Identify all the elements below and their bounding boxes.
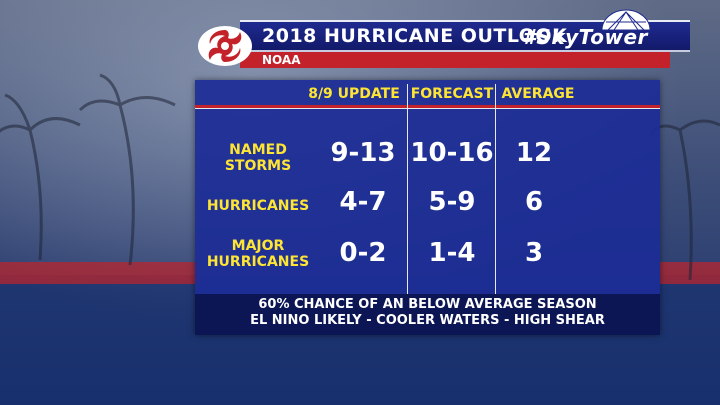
outlook-panel	[195, 80, 660, 335]
row-label-line: NAMED	[229, 142, 287, 158]
footer-line-factors: EL NINO LIKELY - COOLER WATERS - HIGH SH…	[250, 313, 605, 328]
hurricane-logo-icon	[198, 26, 252, 66]
row-label-line: STORMS	[224, 158, 292, 174]
row-label-line: HURRICANES	[206, 254, 310, 270]
cell-update: 9-13	[330, 138, 396, 168]
cell-forecast: 5-9	[428, 187, 476, 217]
column-header-forecast: FORECAST	[410, 86, 494, 102]
cell-update: 4-7	[339, 187, 387, 217]
cell-forecast: 1-4	[428, 238, 476, 268]
row-label-line: MAJOR	[231, 238, 285, 254]
source-label: NOAA	[262, 53, 301, 67]
cell-update: 0-2	[339, 238, 387, 268]
column-divider	[407, 84, 408, 294]
column-header-update: 8/9 UPDATE	[308, 86, 400, 102]
footer-bar	[195, 294, 660, 335]
footer-line-chance: 60% CHANCE OF AN BELOW AVERAGE SEASON	[258, 297, 597, 312]
skytower-dome-icon	[601, 9, 651, 31]
cell-average: 12	[515, 138, 553, 168]
header-divider-white	[195, 108, 660, 109]
cell-average: 3	[524, 238, 544, 268]
column-header-average: AVERAGE	[501, 86, 575, 102]
column-divider	[495, 84, 496, 294]
header-divider-red	[195, 105, 660, 108]
row-label-hurricanes: HURRICANES	[206, 198, 310, 214]
cell-average: 6	[524, 187, 544, 217]
row-label-named-storms: NAMED STORMS	[202, 142, 314, 174]
page-title: 2018 HURRICANE OUTLOOK	[262, 25, 568, 47]
source-bar	[240, 52, 670, 68]
cell-forecast: 10-16	[410, 138, 494, 168]
row-label-major-hurricanes: MAJOR HURRICANES	[202, 238, 314, 270]
